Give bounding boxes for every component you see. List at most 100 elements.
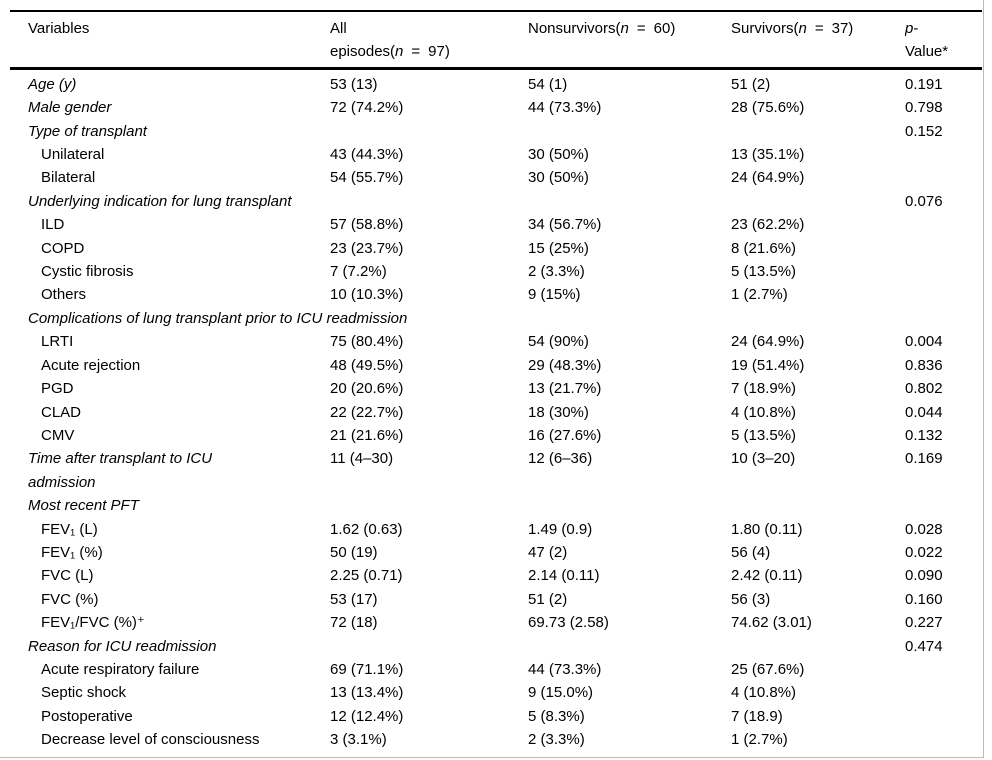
cell-p-value <box>905 681 982 704</box>
row-label-cell: Decrease level of consciousness <box>10 728 330 760</box>
table-row: Bilateral 54 (55.7%) 30 (50%) 24 (64.9%) <box>10 166 982 189</box>
cell-nonsurvivors: 2 (3.3%) <box>528 263 585 281</box>
row-label: Complications of lung transplant prior t… <box>28 309 408 327</box>
row-label-cell: FEV₁/FVC (%)⁺ <box>10 611 330 634</box>
row-label-cell: Time after transplant to ICU admission <box>10 447 330 494</box>
row-label: COPD <box>41 239 85 257</box>
row-label: FVC (L) <box>41 567 94 585</box>
table-row: FVC (%) 53 (17) 51 (2) 56 (3) 0.160 <box>10 588 982 611</box>
cell-p-value <box>905 283 982 306</box>
cell-nonsurvivors: 44 (73.3%) <box>528 660 602 678</box>
cell-p-value: 0.004 <box>905 333 943 351</box>
table-row: FEV₁/FVC (%)⁺ 72 (18) 69.73 (2.58) 74.62 (3… <box>10 611 982 634</box>
table-row: Underlying indication for lung transplan… <box>10 190 982 213</box>
cell-p-value <box>905 494 982 517</box>
cell-nonsurvivors: 47 (2) <box>528 543 568 561</box>
cell-p-value: 0.090 <box>905 567 943 585</box>
cell-all-episodes: 3 (3.1%) <box>330 731 387 749</box>
table-row: ILD 57 (58.8%) 34 (56.7%) 23 (62.2%) <box>10 213 982 236</box>
cell-survivors: 25 (67.6%) <box>731 660 805 678</box>
cell-nonsurvivors: 9 (15.0%) <box>528 684 594 702</box>
cell-all-episodes: 7 (7.2%) <box>330 263 387 281</box>
cell-all-episodes: 75 (80.4%) <box>330 333 404 351</box>
table-row: Others 10 (10.3%) 9 (15%) 1 (2.7%) <box>10 283 982 306</box>
row-label: Septic shock <box>41 684 127 702</box>
col-header-p-value: p- Value* <box>905 11 982 68</box>
cell-survivors: 1.80 (0.11) <box>731 520 803 538</box>
italic-n: n <box>395 43 404 61</box>
cell-all-episodes: 22 (22.7%) <box>330 403 404 421</box>
data-table: Variables All episodes(n = 97) Nonsurvivors… <box>10 10 982 760</box>
cell-nonsurvivors: 30 (50%) <box>528 169 589 187</box>
row-label: Most recent PFT <box>28 497 139 515</box>
cell-nonsurvivors: 2 (3.3%) <box>528 731 585 749</box>
row-label-cell: LRTI <box>10 330 330 353</box>
table-row: Type of transplant 0.152 <box>10 120 982 143</box>
cell-survivors: 4 (10.8%) <box>731 684 797 702</box>
cell-all-episodes: 43 (44.3%) <box>330 146 404 164</box>
cell-survivors: 23 (62.2%) <box>731 216 805 234</box>
cell-survivors: 1 (2.7%) <box>731 731 788 749</box>
cell-p-value: 0.474 <box>905 637 943 655</box>
row-label-cell: FVC (L) <box>10 564 330 587</box>
row-label-cell: Reason for ICU readmission <box>10 635 905 658</box>
cell-survivors: 10 (3–20) <box>731 450 796 468</box>
header-hyphen: - <box>913 20 919 37</box>
cell-nonsurvivors: 29 (48.3%) <box>528 356 602 374</box>
row-label-cell: Bilateral <box>10 166 330 189</box>
table-body: Age (y) 53 (13) 54 (1) 51 (2) 0.191 Male gend… <box>10 68 982 760</box>
cell-nonsurvivors: 44 (73.3%) <box>528 99 602 117</box>
cell-nonsurvivors: 12 (6–36) <box>528 450 593 468</box>
cell-survivors: 19 (51.4%) <box>731 356 805 374</box>
cell-all-episodes: 53 (13) <box>330 75 378 93</box>
equals-sign: = <box>636 20 646 37</box>
cell-nonsurvivors: 15 (25%) <box>528 239 589 257</box>
row-label-cell: Underlying indication for lung transplan… <box>10 190 905 213</box>
cell-p-value: 0.022 <box>905 543 943 561</box>
cell-all-episodes: 53 (17) <box>330 590 378 608</box>
cell-survivors: 7 (18.9) <box>731 707 783 725</box>
row-label-cell: CLAD <box>10 401 330 424</box>
row-label-cell: CMV <box>10 424 330 447</box>
row-label: LRTI <box>41 333 74 351</box>
cell-all-episodes: 23 (23.7%) <box>330 239 404 257</box>
row-label-cell: Septic shock <box>10 681 330 704</box>
row-label: Acute respiratory failure <box>41 660 200 678</box>
cell-nonsurvivors: 51 (2) <box>528 590 568 608</box>
row-label: CLAD <box>41 403 82 421</box>
cell-nonsurvivors: 30 (50%) <box>528 146 589 164</box>
table-row: COPD 23 (23.7%) 15 (25%) 8 (21.6%) <box>10 237 982 260</box>
table-row: CLAD 22 (22.7%) 18 (30%) 4 (10.8%) 0.044 <box>10 401 982 424</box>
row-label-cell: Type of transplant <box>10 120 905 143</box>
cell-p-value: 0.160 <box>905 590 943 608</box>
row-label: Bilateral <box>41 169 96 187</box>
table-row: Most recent PFT <box>10 494 982 517</box>
row-label: FEV₁ (L) <box>41 520 98 538</box>
row-label: Underlying indication for lung transplan… <box>28 192 292 210</box>
cell-survivors: 13 (35.1%) <box>731 146 805 164</box>
header-count: 37) <box>831 20 854 37</box>
cell-p-value: 0.132 <box>905 426 943 444</box>
cell-nonsurvivors: 5 (8.3%) <box>528 707 585 725</box>
italic-p: p <box>905 20 914 37</box>
cell-all-episodes: 12 (12.4%) <box>330 707 404 725</box>
row-label-cell: Complications of lung transplant prior t… <box>10 307 905 330</box>
row-label-cell: Age (y) <box>10 68 330 96</box>
table-row: Acute respiratory failure 69 (71.1%) 44 (7… <box>10 658 982 681</box>
cell-p-value: 0.169 <box>905 450 943 468</box>
cell-survivors: 56 (3) <box>731 590 771 608</box>
cell-nonsurvivors: 34 (56.7%) <box>528 216 602 234</box>
cell-all-episodes: 11 (4–30) <box>330 450 394 468</box>
cell-survivors: 2.42 (0.11) <box>731 567 803 585</box>
table-row: Postoperative 12 (12.4%) 5 (8.3%) 7 (18.9) <box>10 705 982 728</box>
cell-p-value <box>905 237 982 260</box>
cell-all-episodes: 69 (71.1%) <box>330 660 404 678</box>
cell-p-value: 0.028 <box>905 520 943 538</box>
table-row: FEV₁ (%) 50 (19) 47 (2) 56 (4) 0.022 <box>10 541 982 564</box>
cell-survivors: 24 (64.9%) <box>731 333 805 351</box>
cell-p-value <box>905 143 982 166</box>
cell-all-episodes: 2.25 (0.71) <box>330 567 403 585</box>
row-label: Others <box>41 286 87 304</box>
